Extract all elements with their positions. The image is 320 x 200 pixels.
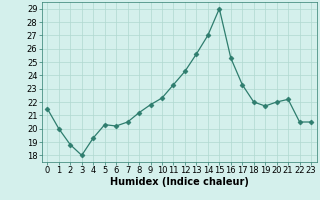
X-axis label: Humidex (Indice chaleur): Humidex (Indice chaleur) [110, 177, 249, 187]
